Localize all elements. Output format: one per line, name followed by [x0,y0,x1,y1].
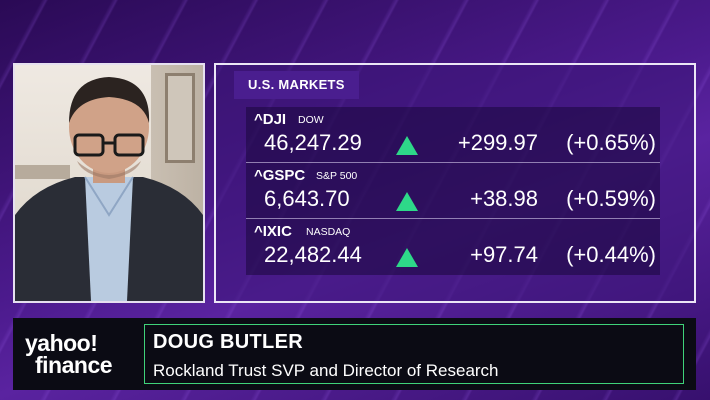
change: +97.74 [470,242,538,267]
market-row-gspc: ^GSPC S&P 500 6,643.70 +38.98 (+0.59%) [246,163,660,219]
market-row-ixic: ^IXIC NASDAQ 22,482.44 +97.74 (+0.44%) [246,219,660,275]
up-arrow-icon [396,248,418,267]
index-name: S&P 500 [316,170,358,182]
percent-change: (+0.59%) [566,186,656,211]
guest-name: DOUG BUTLER [153,331,303,353]
markets-title: U.S. MARKETS [234,71,359,99]
markets-panel: U.S. MARKETS ^DJI DOW 46,247.29 +299.97 … [214,63,696,303]
guest-video [13,63,205,303]
video-door [165,73,195,163]
change: +38.98 [470,186,538,211]
up-arrow-icon [396,192,418,211]
symbol: ^IXIC [254,223,292,240]
index-name: DOW [298,114,324,126]
change: +299.97 [457,130,538,155]
index-name: NASDAQ [306,226,351,238]
yahoo-finance-logo: yahoo! finance [25,330,113,378]
percent-change: (+0.65%) [566,130,656,155]
guest-person [15,77,203,301]
symbol: ^GSPC [254,167,306,184]
price: 6,643.70 [264,186,350,211]
symbol: ^DJI [254,111,287,128]
name-box: DOUG BUTLER Rockland Trust SVP and Direc… [144,324,684,384]
logo-line-2: finance [35,352,113,378]
price: 46,247.29 [264,130,362,155]
logo-line-1: yahoo! [25,330,98,356]
video-shelf [15,165,70,179]
price: 22,482.44 [264,242,362,267]
lower-third: yahoo! finance DOUG BUTLER Rockland Trus… [13,318,696,390]
guest-title: Rockland Trust SVP and Director of Resea… [153,361,499,380]
market-row-dji: ^DJI DOW 46,247.29 +299.97 (+0.65%) [246,107,660,163]
percent-change: (+0.44%) [566,242,656,267]
up-arrow-icon [396,136,418,155]
markets-table: ^DJI DOW 46,247.29 +299.97 (+0.65%) ^GSP… [246,107,660,275]
